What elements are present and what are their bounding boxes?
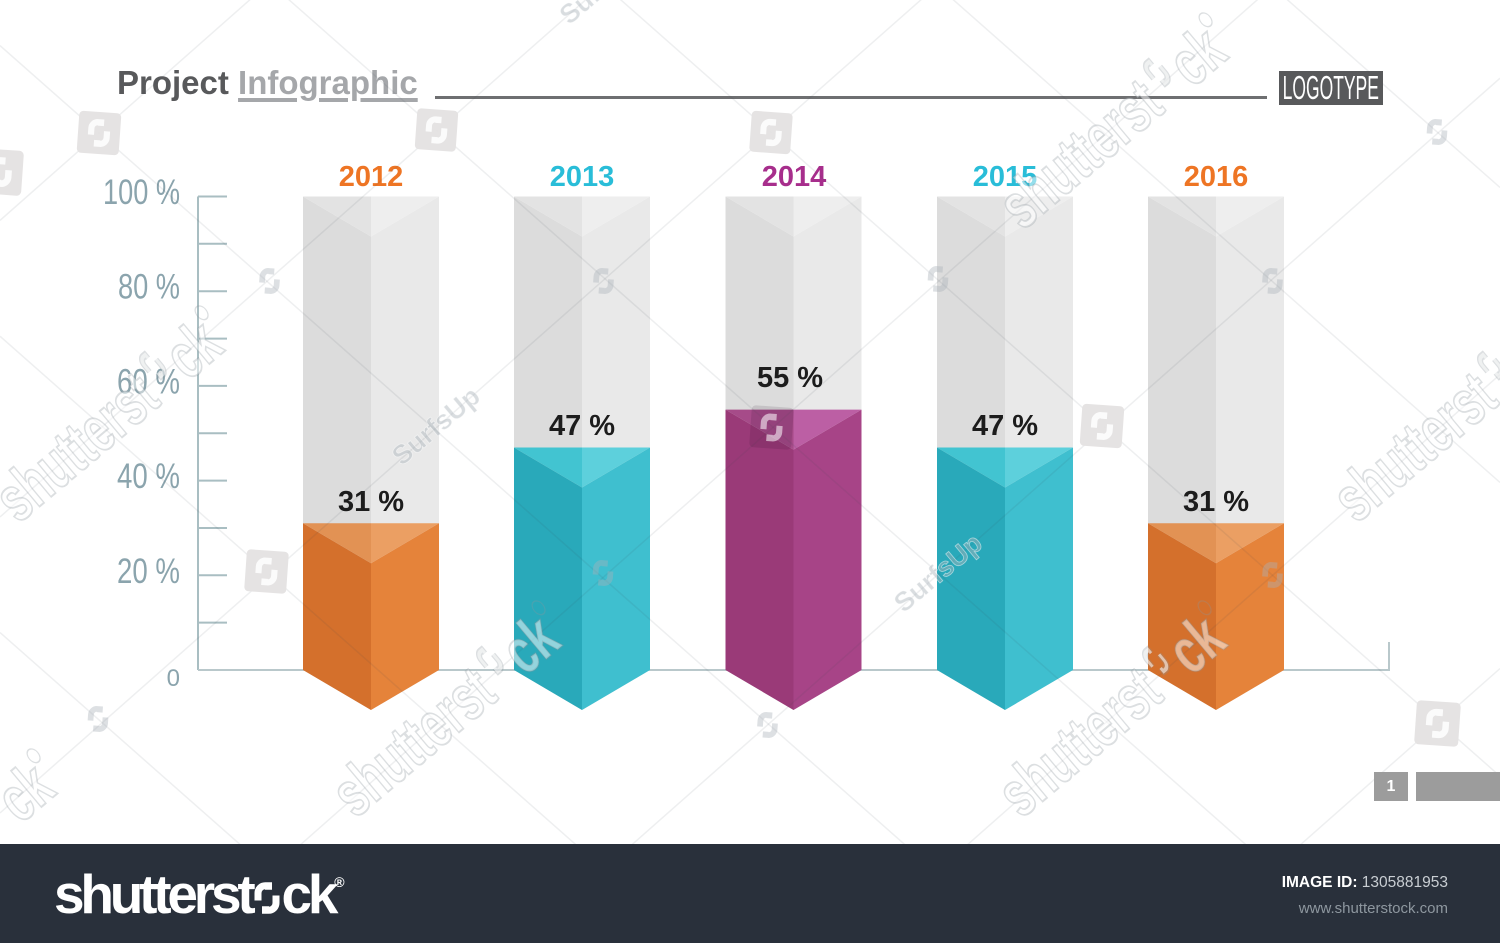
svg-text:47 %: 47 %: [972, 410, 1038, 442]
svg-text:100 %: 100 %: [103, 173, 180, 212]
svg-text:ck: ck: [1154, 600, 1238, 687]
svg-text:shutterst: shutterst: [984, 653, 1175, 830]
svg-text:55 %: 55 %: [757, 362, 823, 394]
svg-text:40 %: 40 %: [117, 457, 180, 496]
svg-text:ck: ck: [151, 305, 235, 392]
svg-text:SurfsUp: SurfsUp: [386, 381, 486, 471]
svg-text:shutterst: shutterst: [318, 653, 509, 830]
svg-text:2012: 2012: [339, 161, 404, 193]
svg-text:80 %: 80 %: [118, 268, 180, 307]
svg-text:shutterst: shutterst: [0, 358, 172, 535]
svg-text:shutterst: shutterst: [985, 65, 1176, 242]
svg-text:0: 0: [167, 665, 180, 692]
svg-text:ck: ck: [488, 600, 572, 687]
svg-text:20 %: 20 %: [117, 552, 180, 591]
svg-text:ck: ck: [1155, 12, 1239, 99]
svg-text:31 %: 31 %: [338, 486, 404, 518]
svg-text:2016: 2016: [1184, 161, 1249, 193]
svg-text:47 %: 47 %: [549, 410, 615, 442]
svg-text:ck: ck: [0, 748, 67, 835]
svg-text:shutterst: shutterst: [1319, 358, 1500, 535]
svg-text:2014: 2014: [762, 161, 827, 193]
svg-text:2015: 2015: [973, 161, 1038, 193]
svg-text:2013: 2013: [550, 161, 615, 193]
svg-text:31 %: 31 %: [1183, 486, 1249, 518]
